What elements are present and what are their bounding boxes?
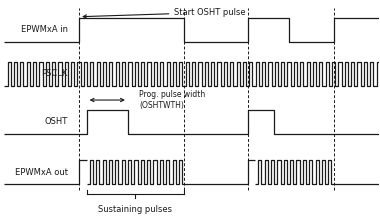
Text: EPWMxA out: EPWMxA out xyxy=(15,168,68,177)
Text: Sustaining pulses: Sustaining pulses xyxy=(98,205,172,214)
Text: EPWMxA in: EPWMxA in xyxy=(21,25,68,34)
Text: Prog. pulse width
(OSHTWTH): Prog. pulse width (OSHTWTH) xyxy=(139,90,205,110)
Text: Start OSHT pulse: Start OSHT pulse xyxy=(83,8,246,18)
Text: PSCLK: PSCLK xyxy=(41,69,68,78)
Text: OSHT: OSHT xyxy=(45,117,68,127)
